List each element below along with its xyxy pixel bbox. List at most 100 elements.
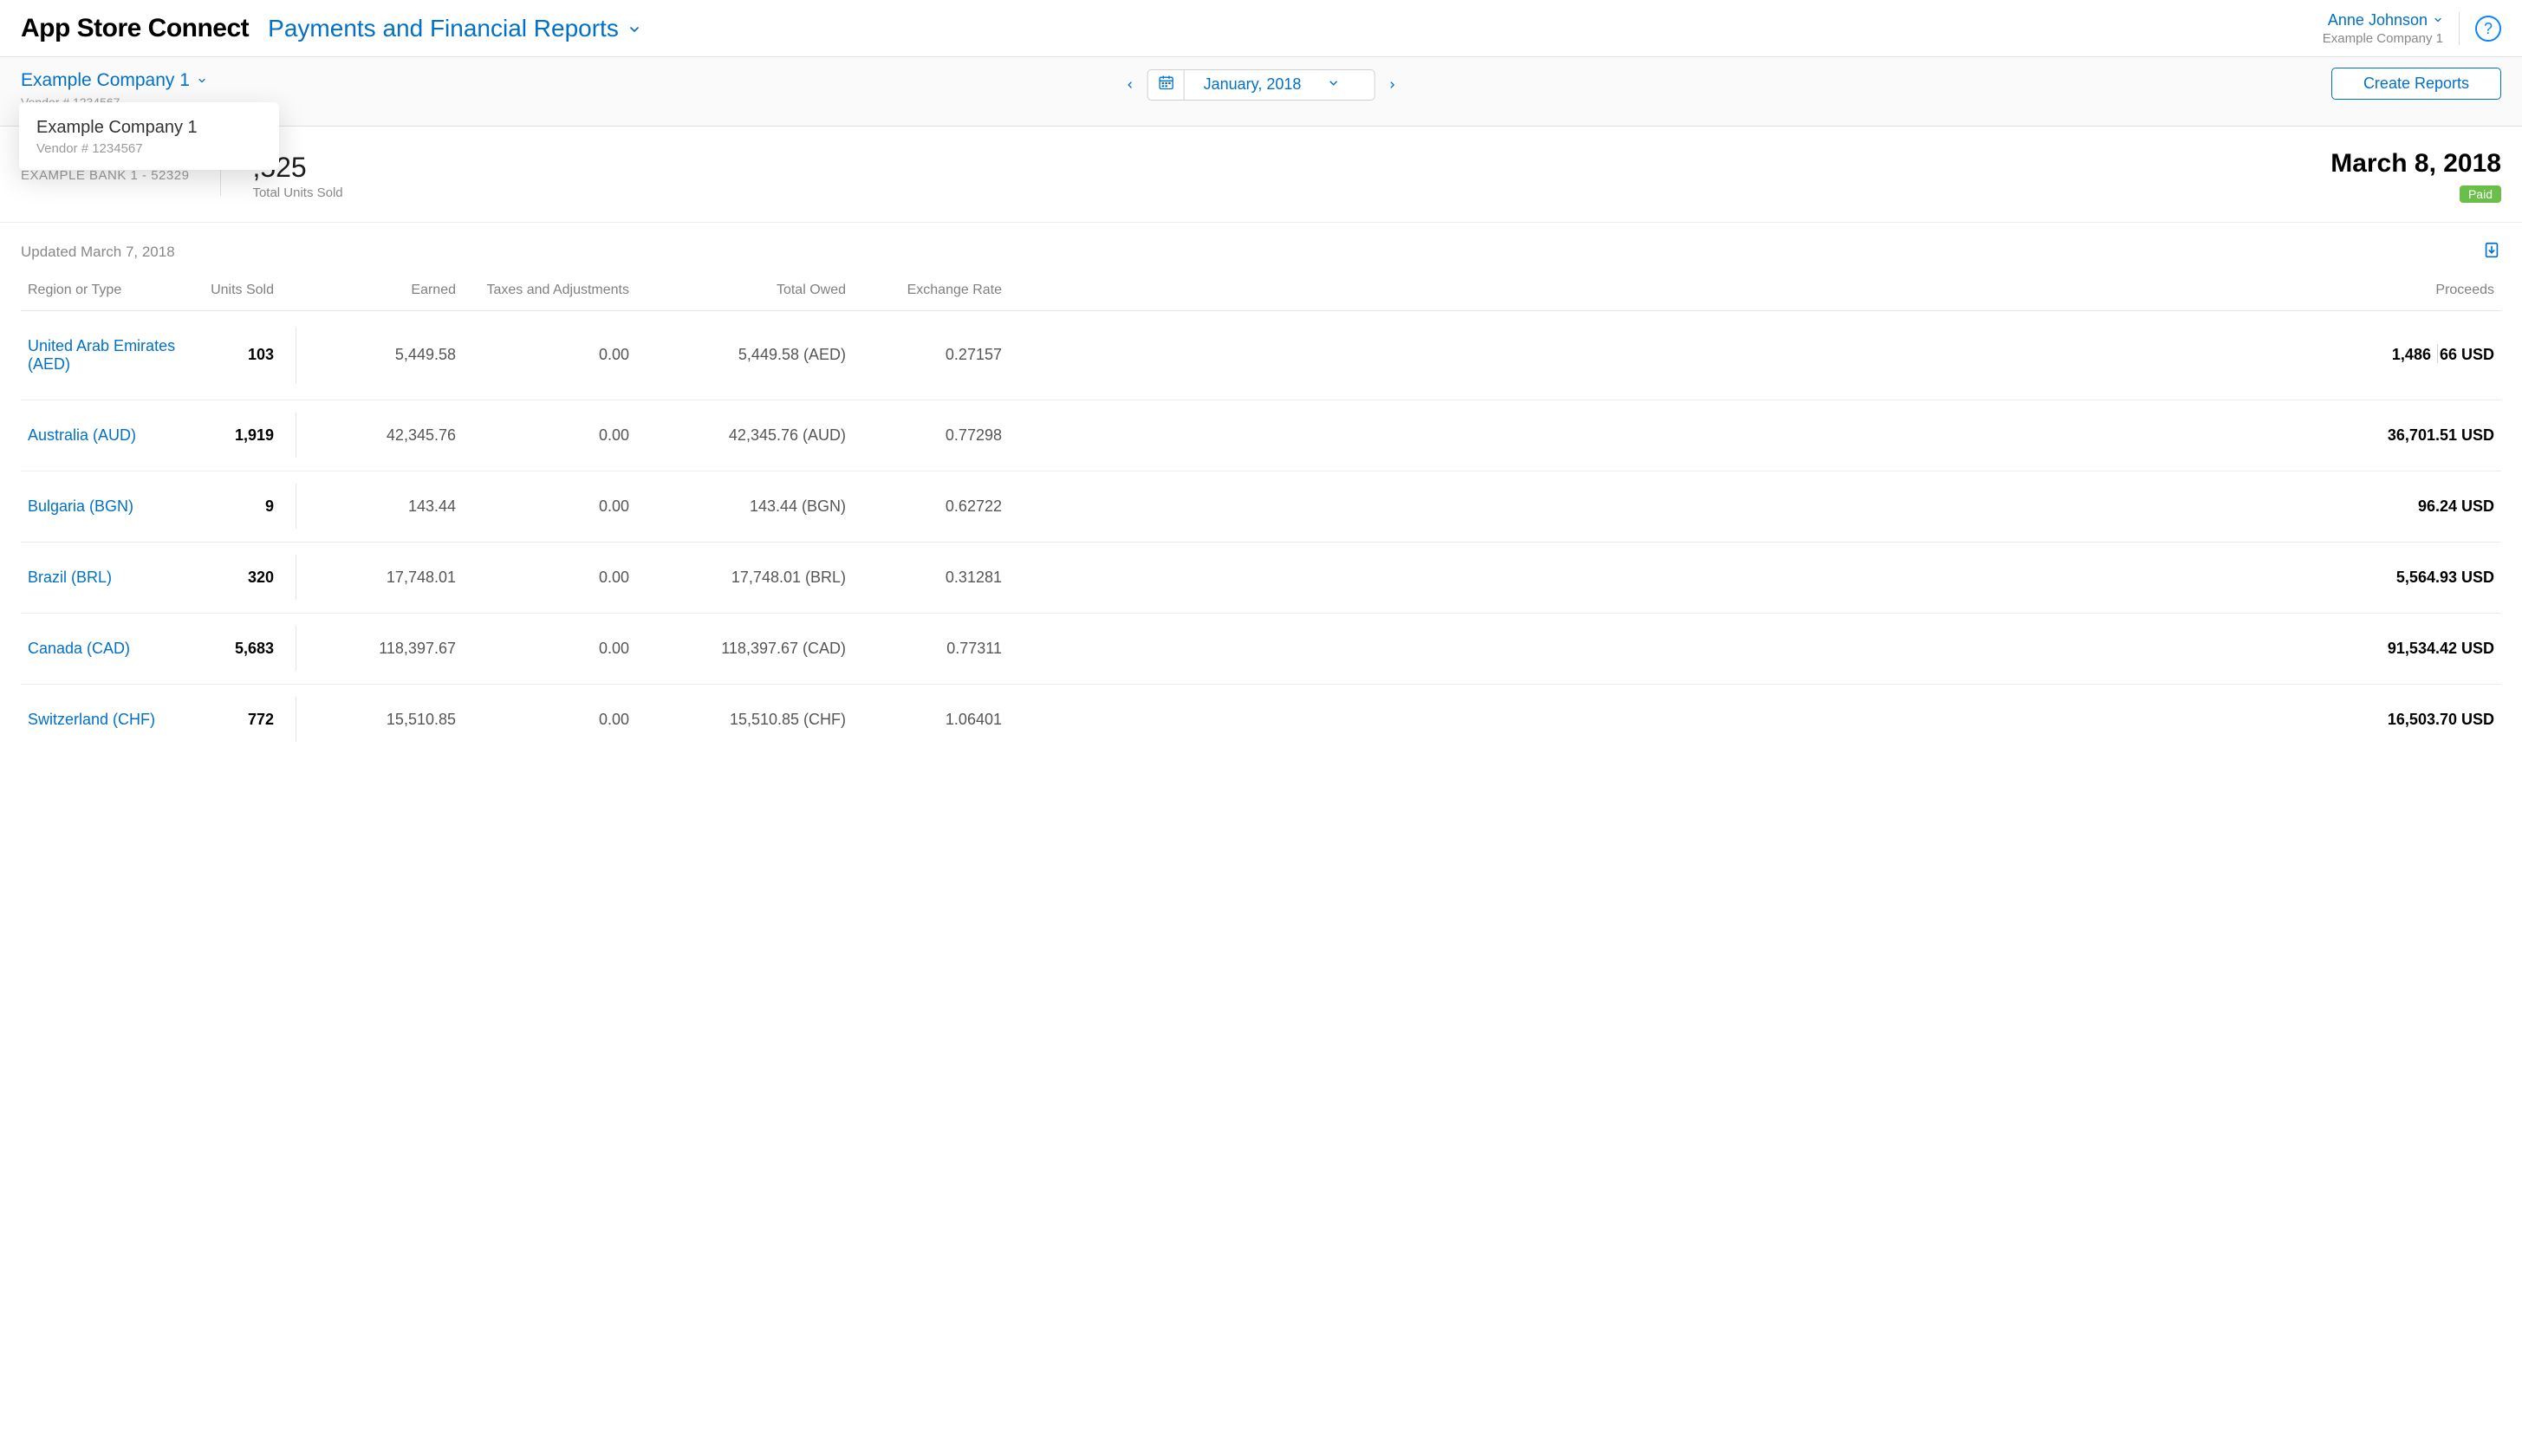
cell-proceeds: 16,503.70 USD <box>1009 684 2501 755</box>
cell-owed: 5,449.58 (AED) <box>636 310 853 400</box>
cell-region: Australia (AUD) <box>21 400 185 471</box>
cell-units: 103 <box>185 310 281 400</box>
units-label: Total Units Sold <box>252 185 342 200</box>
filterbar: Example Company 1 Vendor # 1234567 Janua… <box>0 57 2522 127</box>
company-dropdown[interactable]: Example Company 1 <box>21 68 207 93</box>
topbar: App Store Connect Payments and Financial… <box>0 0 2522 57</box>
updated-row: Updated March 7, 2018 <box>21 240 2501 265</box>
period-select: January, 2018 <box>1147 69 1375 101</box>
table-row: United Arab Emirates (AED) 1035,449.580.0… <box>21 310 2501 400</box>
period-prev-button[interactable] <box>1125 77 1135 93</box>
cell-region: Bulgaria (BGN) <box>21 471 185 542</box>
cell-proceeds: 1,486 66 USD <box>1009 310 2501 400</box>
cell-proceeds: 5,564.93 USD <box>1009 542 2501 613</box>
table-row: Bulgaria (BGN) 9143.440.00143.44 (BGN)0.6… <box>21 471 2501 542</box>
chevron-down-icon <box>197 68 207 93</box>
create-reports-button[interactable]: Create Reports <box>2331 68 2501 100</box>
region-link[interactable]: Canada (CAD) <box>28 640 130 657</box>
cell-tax: 0.00 <box>463 310 636 400</box>
col-region-header[interactable]: Region or Type <box>21 274 185 311</box>
region-link[interactable]: Bulgaria (BGN) <box>28 497 133 515</box>
paid-badge: Paid <box>2460 185 2501 203</box>
cell-units: 9 <box>185 471 281 542</box>
help-button[interactable]: ? <box>2475 16 2501 42</box>
table-row: Australia (AUD)1,91942,345.760.0042,345.… <box>21 400 2501 471</box>
download-icon <box>2482 248 2501 264</box>
chevron-down-icon <box>1327 75 1339 94</box>
period-next-button[interactable] <box>1387 77 1397 93</box>
calendar-button[interactable] <box>1148 70 1185 100</box>
cell-tax: 0.00 <box>463 400 636 471</box>
cell-rate: 0.62722 <box>853 471 1009 542</box>
proceeds-separator <box>2437 344 2438 363</box>
company-dropdown-label: Example Company 1 <box>21 68 190 93</box>
col-units-header[interactable]: Units Sold <box>185 274 281 311</box>
cell-earned: 5,449.58 <box>281 310 463 400</box>
col-earned-header[interactable]: Earned <box>281 274 463 311</box>
cell-tax: 0.00 <box>463 542 636 613</box>
cell-region: Switzerland (CHF) <box>21 684 185 755</box>
cell-earned: 42,345.76 <box>281 400 463 471</box>
proceeds-part-a: 1,486 <box>2392 346 2435 363</box>
cell-proceeds: 91,534.42 USD <box>1009 613 2501 684</box>
cell-owed: 143.44 (BGN) <box>636 471 853 542</box>
topbar-right: Anne Johnson Example Company 1 ? <box>2323 10 2501 48</box>
summary-row: EXAMPLE BANK 1 - 52329 ,525 Total Units … <box>0 127 2522 223</box>
app-title: App Store Connect <box>21 14 249 43</box>
col-owed-header[interactable]: Total Owed <box>636 274 853 311</box>
cell-earned: 143.44 <box>281 471 463 542</box>
user-name-label: Anne Johnson <box>2328 10 2428 30</box>
section-link[interactable]: Payments and Financial Reports <box>268 15 641 42</box>
cell-earned: 15,510.85 <box>281 684 463 755</box>
cell-rate: 1.06401 <box>853 684 1009 755</box>
cell-proceeds: 96.24 USD <box>1009 471 2501 542</box>
region-link[interactable]: United Arab Emirates (AED) <box>28 337 175 373</box>
user-block: Anne Johnson Example Company 1 <box>2323 10 2443 48</box>
region-link[interactable]: Brazil (BRL) <box>28 569 112 586</box>
divider <box>2459 12 2460 45</box>
cell-rate: 0.27157 <box>853 310 1009 400</box>
chevron-down-icon <box>2433 10 2443 30</box>
summary-right: March 8, 2018 Paid <box>2330 149 2501 203</box>
region-link[interactable]: Australia (AUD) <box>28 426 136 444</box>
cell-rate: 0.77298 <box>853 400 1009 471</box>
period-dropdown[interactable]: January, 2018 <box>1185 75 1375 94</box>
content: Updated March 7, 2018 Region or Type Uni… <box>0 223 2522 755</box>
col-rate-header[interactable]: Exchange Rate <box>853 274 1009 311</box>
cell-region: Brazil (BRL) <box>21 542 185 613</box>
cell-region: United Arab Emirates (AED) <box>21 310 185 400</box>
cell-earned: 118,397.67 <box>281 613 463 684</box>
download-button[interactable] <box>2482 240 2501 265</box>
help-icon: ? <box>2484 20 2493 38</box>
cell-owed: 42,345.76 (AUD) <box>636 400 853 471</box>
section-link-label: Payments and Financial Reports <box>268 15 619 42</box>
updated-label: Updated March 7, 2018 <box>21 244 175 261</box>
period-nav: January, 2018 <box>1125 69 1398 101</box>
cell-tax: 0.00 <box>463 471 636 542</box>
company-popover[interactable]: Example Company 1 Vendor # 1234567 <box>19 102 279 170</box>
table-header-row: Region or Type Units Sold Earned Taxes a… <box>21 274 2501 311</box>
bank-label: EXAMPLE BANK 1 - 52329 <box>21 168 189 183</box>
cell-units: 772 <box>185 684 281 755</box>
cell-rate: 0.31281 <box>853 542 1009 613</box>
proceeds-part-b: 66 USD <box>2440 346 2494 363</box>
table-row: Switzerland (CHF) 77215,510.850.0015,510.… <box>21 684 2501 755</box>
payment-date: March 8, 2018 <box>2330 149 2501 179</box>
cell-tax: 0.00 <box>463 684 636 755</box>
col-tax-header[interactable]: Taxes and Adjustments <box>463 274 636 311</box>
cell-rate: 0.77311 <box>853 613 1009 684</box>
user-menu[interactable]: Anne Johnson <box>2328 10 2443 30</box>
col-proceeds-header[interactable]: Proceeds <box>1009 274 2501 311</box>
financial-table: Region or Type Units Sold Earned Taxes a… <box>21 274 2501 755</box>
cell-owed: 15,510.85 (CHF) <box>636 684 853 755</box>
chevron-down-icon <box>627 15 641 42</box>
cell-owed: 17,748.01 (BRL) <box>636 542 853 613</box>
company-popover-name: Example Company 1 <box>36 118 262 138</box>
user-company-label: Example Company 1 <box>2323 30 2443 48</box>
cell-owed: 118,397.67 (CAD) <box>636 613 853 684</box>
table-row: Canada (CAD)5,683118,397.670.00118,397.6… <box>21 613 2501 684</box>
company-popover-vendor: Vendor # 1234567 <box>36 141 262 156</box>
period-label-text: January, 2018 <box>1204 75 1302 94</box>
region-link[interactable]: Switzerland (CHF) <box>28 711 155 728</box>
calendar-icon <box>1157 74 1174 95</box>
